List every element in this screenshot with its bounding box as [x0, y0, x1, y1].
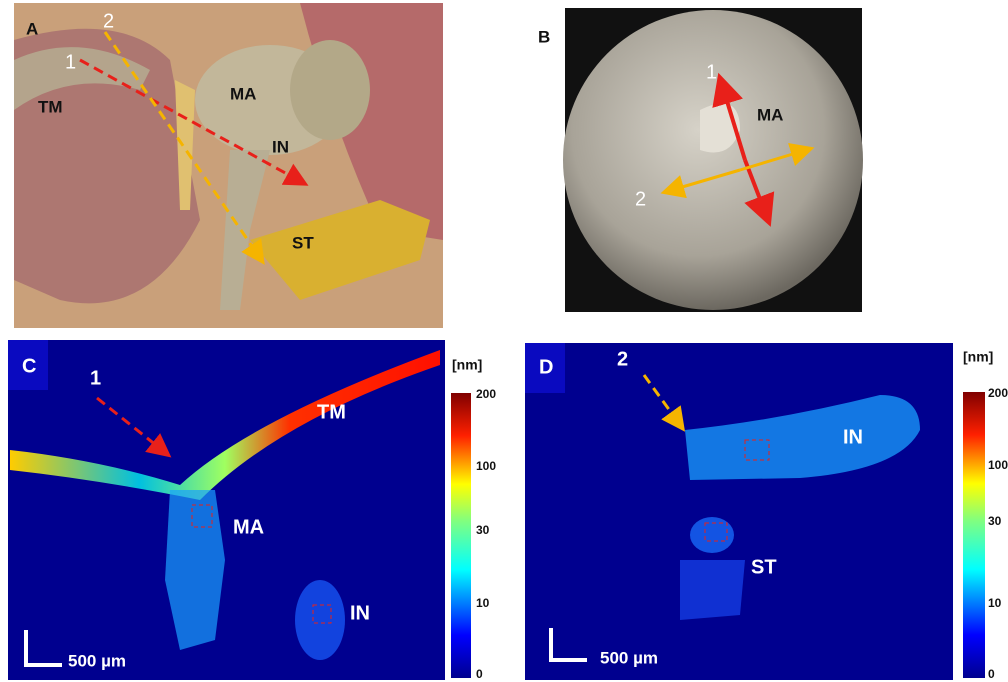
- colorbar-unit: [nm]: [963, 349, 993, 365]
- structure-label: IN: [843, 426, 863, 448]
- arrow-label: 1: [90, 367, 101, 389]
- structure-label: MA: [230, 84, 256, 103]
- panel-b: B 1 2 MA: [538, 8, 863, 312]
- colorbar-tick: 0: [988, 667, 995, 681]
- colorbar-tick: 10: [988, 596, 1002, 610]
- arrow-label: 1: [706, 61, 717, 83]
- panel-label: B: [538, 27, 550, 46]
- colorbar-tick: 200: [988, 386, 1008, 400]
- structure-label: MA: [233, 516, 264, 538]
- panel-d: D 2 IN ST 500 µm [nm] 200 100 30 10 0: [525, 343, 1008, 681]
- image-bg: [8, 340, 445, 680]
- st-signal: [680, 560, 745, 620]
- colorbar-unit: [nm]: [452, 357, 482, 373]
- structure-label: TM: [317, 401, 346, 423]
- colorbar-tick: 200: [476, 387, 496, 401]
- panel-a: A 1 2 TM MA IN ST: [14, 3, 443, 328]
- panel-label: C: [22, 355, 36, 377]
- arrow-label: 2: [103, 10, 114, 32]
- structure-label: IN: [272, 137, 289, 156]
- st-signal: [690, 517, 734, 553]
- structure-label: ST: [751, 556, 777, 578]
- colorbar-tick: 100: [476, 459, 496, 473]
- arrow-label: 2: [617, 348, 628, 370]
- scale-label: 500 µm: [68, 651, 126, 670]
- colorbar-tick: 30: [476, 523, 490, 537]
- panel-c: C 1 TM MA IN 500 µm [nm] 200 100 30 10 0: [8, 340, 496, 681]
- structure-label: IN: [350, 602, 370, 624]
- structure-label: TM: [38, 97, 63, 116]
- panel-label: A: [26, 19, 38, 38]
- colorbar-tick: 10: [476, 596, 490, 610]
- arrow-label: 1: [65, 51, 76, 73]
- colorbar: [451, 393, 471, 678]
- colorbar-tick: 30: [988, 514, 1002, 528]
- eardrum: [563, 10, 863, 310]
- image-bg: [525, 343, 953, 680]
- colorbar-tick: 0: [476, 667, 483, 681]
- panel-label: D: [539, 356, 553, 378]
- structure-label: MA: [757, 105, 783, 124]
- colorbar-tick: 100: [988, 458, 1008, 472]
- malleus-head: [290, 40, 370, 140]
- figure: A 1 2 TM MA IN ST B 1 2 MA C 1 TM MA IN …: [0, 0, 1008, 682]
- arrow-label: 2: [635, 188, 646, 210]
- scale-label: 500 µm: [600, 648, 658, 667]
- page: A 1 2 TM MA IN ST B 1 2 MA C 1 TM MA IN …: [0, 0, 1008, 682]
- colorbar: [963, 392, 985, 678]
- structure-label: ST: [292, 233, 314, 252]
- in-signal: [295, 580, 345, 660]
